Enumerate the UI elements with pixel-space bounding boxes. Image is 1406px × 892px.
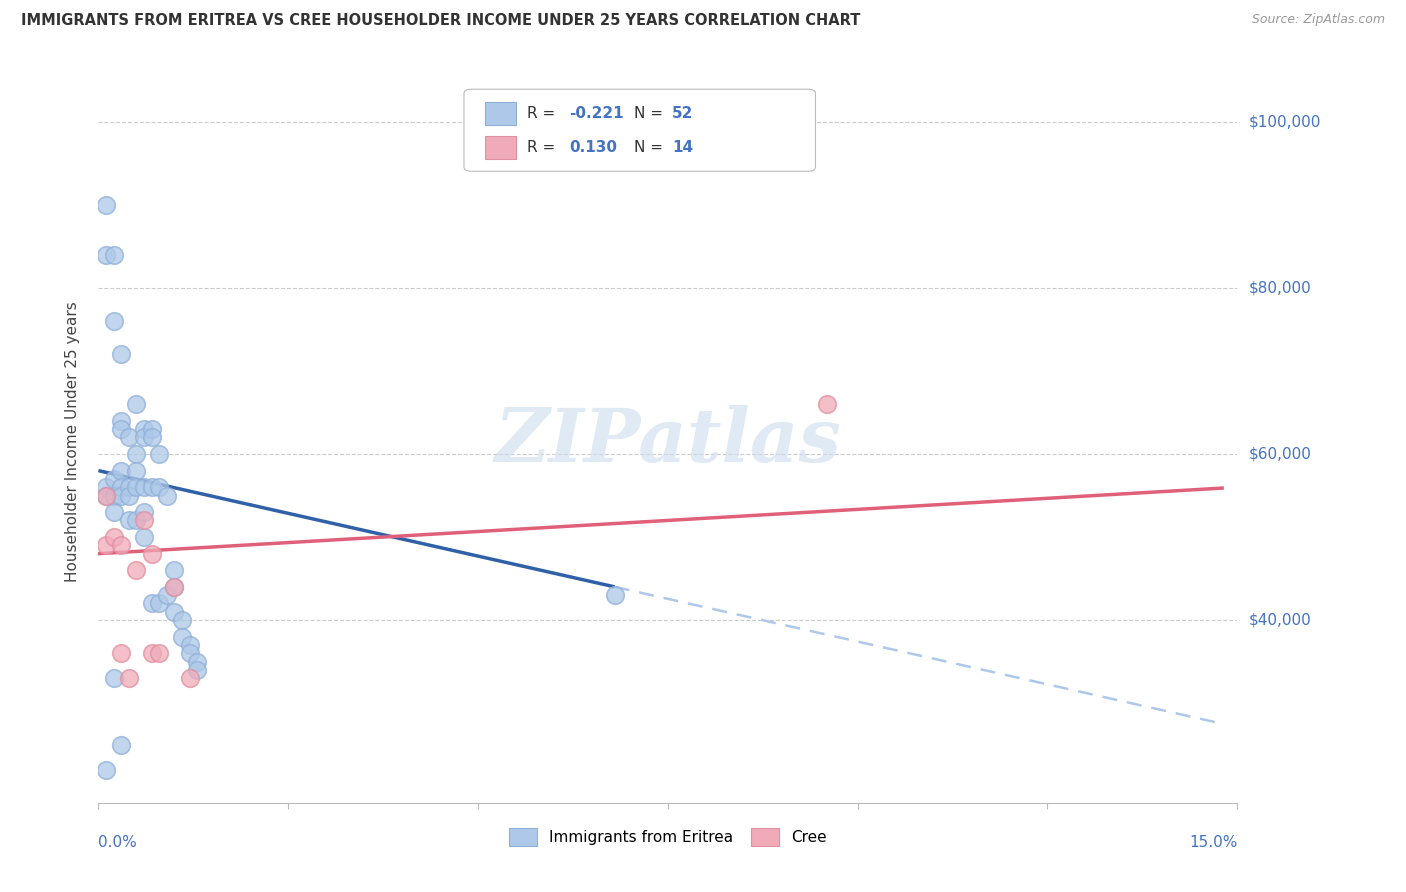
Legend: Immigrants from Eritrea, Cree: Immigrants from Eritrea, Cree [509,828,827,846]
Point [103,489,125,503]
Point [141,597,163,611]
Point [132,480,155,494]
Point [132,530,155,544]
Point [118,480,141,494]
Point [110,464,132,478]
Point [148,447,170,461]
Point [156,489,179,503]
Point [125,447,148,461]
Text: 15.0%: 15.0% [1189,835,1237,850]
Point [132,422,155,436]
Point [163,605,186,619]
Point [179,638,201,652]
Text: 0.0%: 0.0% [98,835,138,850]
Text: N =: N = [634,106,668,120]
Point [186,655,208,669]
Point [125,513,148,527]
Text: R =: R = [527,140,561,154]
Text: IMMIGRANTS FROM ERITREA VS CREE HOUSEHOLDER INCOME UNDER 25 YEARS CORRELATION CH: IMMIGRANTS FROM ERITREA VS CREE HOUSEHOL… [21,13,860,29]
Point [118,671,141,685]
Point [94,480,117,494]
Point [163,580,186,594]
Point [103,671,125,685]
Point [125,563,148,577]
Point [110,414,132,428]
Point [141,646,163,660]
Text: $80,000: $80,000 [1249,280,1312,295]
Point [132,505,155,519]
Point [110,538,132,552]
Text: 52: 52 [672,106,693,120]
Point [118,489,141,503]
Point [148,597,170,611]
Point [94,763,117,777]
Point [94,489,117,503]
Text: Source: ZipAtlas.com: Source: ZipAtlas.com [1251,13,1385,27]
Point [179,671,201,685]
Point [163,580,186,594]
Point [110,738,132,752]
Point [125,397,148,411]
Point [110,489,132,503]
Point [163,563,186,577]
Text: N =: N = [634,140,668,154]
Text: 0.130: 0.130 [569,140,617,154]
Point [125,464,148,478]
Point [170,630,193,644]
Point [110,347,132,361]
Point [132,513,155,527]
Point [110,422,132,436]
Point [94,489,117,503]
Point [94,538,117,552]
Point [118,513,141,527]
Text: $40,000: $40,000 [1249,613,1312,628]
Point [815,397,838,411]
Point [103,314,125,328]
Text: -0.221: -0.221 [569,106,624,120]
Point [148,480,170,494]
Point [110,480,132,494]
Point [141,480,163,494]
Y-axis label: Householder Income Under 25 years: Householder Income Under 25 years [65,301,80,582]
Text: R =: R = [527,106,561,120]
Point [603,588,626,602]
Text: 14: 14 [672,140,693,154]
Point [170,613,193,627]
Point [156,588,179,602]
Text: $100,000: $100,000 [1249,114,1322,129]
Point [110,646,132,660]
Point [132,430,155,444]
Point [141,547,163,561]
Point [94,198,117,212]
Point [94,248,117,262]
Text: ZIPatlas: ZIPatlas [495,405,841,478]
Point [118,430,141,444]
Point [148,646,170,660]
Point [103,505,125,519]
Point [179,646,201,660]
Point [141,422,163,436]
Point [186,663,208,677]
Point [103,472,125,486]
Point [125,480,148,494]
Text: $60,000: $60,000 [1249,447,1312,461]
Point [103,530,125,544]
Point [103,248,125,262]
Point [141,430,163,444]
